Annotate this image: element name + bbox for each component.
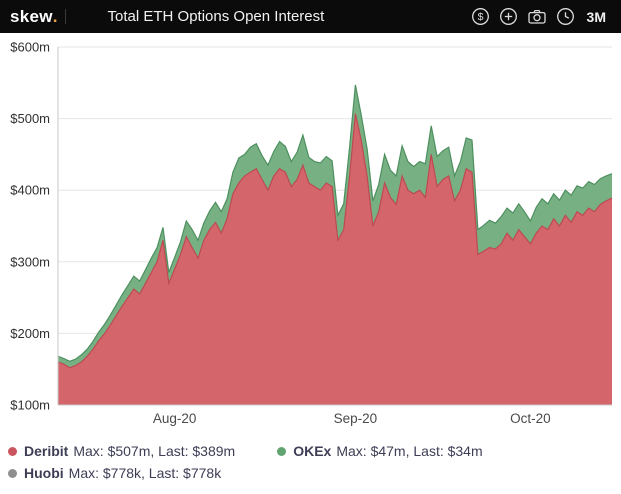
huobi-dot-icon <box>8 468 17 478</box>
time-range-3m[interactable]: 3M <box>586 8 606 25</box>
legend-row-2: Huobi Max: $778k, Last: $778k <box>8 465 613 481</box>
header-bar: skew. Total ETH Options Open Interest $ <box>0 0 621 33</box>
legend-row-1: Deribit Max: $507m, Last: $389m OKEx Max… <box>8 443 613 459</box>
y-axis-label: $100m <box>10 398 50 413</box>
legend-stats: Max: $507m, Last: $389m <box>73 443 236 459</box>
plus-circle-icon[interactable] <box>499 7 518 26</box>
svg-text:$: $ <box>477 11 483 23</box>
y-axis-label: $500m <box>10 111 50 126</box>
chart-area: $600m $500m $400m $300m $200m $100m Aug-20 Sep-… <box>0 33 621 434</box>
chart-canvas[interactable]: $600m $500m $400m $300m $200m $100m Aug-20 Sep-… <box>0 33 621 434</box>
y-axis-label: $400m <box>10 183 50 198</box>
okex-dot-icon <box>277 446 287 456</box>
y-axis-label: $300m <box>10 254 50 269</box>
legend-item-okex[interactable]: OKEx Max: $47m, Last: $34m <box>277 443 483 459</box>
legend-name: Huobi <box>24 465 64 481</box>
logo-text: skew <box>10 6 53 26</box>
x-axis-label: Oct-20 <box>510 411 551 426</box>
chart-title: Total ETH Options Open Interest <box>107 8 325 25</box>
deribit-dot-icon <box>8 446 17 456</box>
y-axis-label: $200m <box>10 326 50 341</box>
clock-icon[interactable] <box>556 7 575 26</box>
dollar-icon[interactable]: $ <box>471 7 490 26</box>
legend-stats: Max: $778k, Last: $778k <box>68 465 222 481</box>
legend-item-deribit[interactable]: Deribit Max: $507m, Last: $389m <box>8 443 235 459</box>
logo-dot: . <box>52 6 58 26</box>
x-axis-label: Aug-20 <box>153 411 197 426</box>
legend-name: OKEx <box>293 443 332 459</box>
okex-area-series[interactable] <box>58 84 612 368</box>
x-axis-label: Sep-20 <box>334 411 378 426</box>
legend-name: Deribit <box>24 443 69 459</box>
toolbar: $ 3M <box>471 7 606 26</box>
legend-item-huobi[interactable]: Huobi Max: $778k, Last: $778k <box>8 465 221 481</box>
legend: Deribit Max: $507m, Last: $389m OKEx Max… <box>0 434 621 481</box>
deribit-line <box>57 113 613 369</box>
deribit-area-series[interactable] <box>58 113 612 405</box>
okex-line <box>57 84 613 362</box>
camera-icon[interactable] <box>527 7 547 26</box>
y-axis-label: $600m <box>10 40 50 55</box>
logo-separator <box>64 9 66 24</box>
legend-stats: Max: $47m, Last: $34m <box>336 443 483 459</box>
skew-logo[interactable]: skew. <box>10 7 66 27</box>
